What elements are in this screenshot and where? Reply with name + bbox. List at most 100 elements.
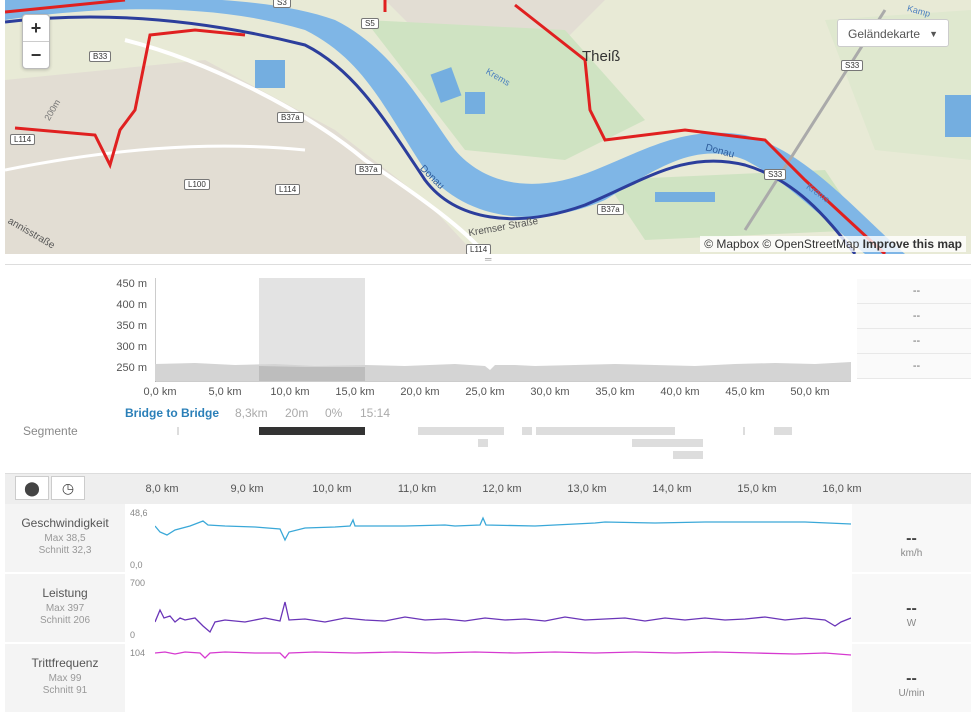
metric-value: -- [906,600,917,617]
road-shield: L100 [184,179,210,190]
axis-max: 48,6 [130,508,148,518]
x-tick-label: 5,0 km [208,386,242,398]
metric-avg: Schnitt 91 [42,685,88,696]
road-shield: S33 [764,169,787,180]
road-shield: S3 [273,0,291,8]
metric-value-box: -- U/min [852,644,971,712]
road-shield: B37a [355,164,382,175]
side-value: -- [857,329,971,354]
map-canvas [5,0,971,254]
zoom-out-button[interactable]: − [23,41,49,68]
zoom-in-button[interactable]: + [30,18,42,38]
distance-tick: 11,0 km [397,483,437,495]
route-map[interactable]: Theiß Krems Krems Donau Donau Kremser St… [5,0,971,254]
road-shield: S5 [361,18,379,29]
segment-highlight [259,278,365,381]
segment-name-link[interactable]: Bridge to Bridge [125,406,220,420]
distance-tick: 9,0 km [230,483,264,495]
y-tick-label: 300 m [116,341,147,353]
map-layer-select[interactable]: Geländekarte ▼ [837,19,949,47]
distance-tick: 12,0 km [482,483,522,495]
axis-min: 0,0 [130,560,143,570]
axis-max: 700 [130,578,146,588]
segment-bar-selected[interactable] [259,427,365,435]
distance-tick: 15,0 km [737,483,777,495]
metric-max: Max 38,5 [44,533,86,544]
segment-bar[interactable] [774,427,792,435]
distance-tick: 16,0 km [822,483,862,495]
segment-bar[interactable] [673,451,703,459]
metric-label-box: Trittfrequenz Max 99 Schnitt 91 [5,644,125,712]
y-tick-label: 350 m [116,320,147,332]
side-value: -- [857,354,971,379]
map-layer-label: Geländekarte [848,27,921,41]
segment-bar[interactable] [536,427,675,435]
metric-value: -- [906,670,917,687]
axis-max: 104 [130,648,146,658]
metric-avg: Schnitt 206 [39,615,91,626]
metric-row-speed: Geschwindigkeit Max 38,5 Schnitt 32,3 48… [5,504,971,572]
metric-value: -- [906,530,917,547]
drag-handle-icon: ═ [485,254,492,264]
y-tick-label: 450 m [116,278,147,290]
metric-unit: U/min [898,688,925,699]
metric-name: Trittfrequenz [31,656,99,670]
attribution-text: © Mapbox © OpenStreetMap [704,237,860,251]
metric-value-box: -- W [852,574,971,642]
x-tick-label: 25,0 km [465,386,505,398]
metric-label-box: Geschwindigkeit Max 38,5 Schnitt 32,3 [5,504,125,572]
distance-tick: 13,0 km [567,483,607,495]
x-tick-label: 0,0 km [143,386,177,398]
road-shield: L114 [10,134,36,145]
map-resize-handle[interactable]: ═ [5,254,971,265]
metric-max: Max 99 [48,673,82,684]
analysis-toolbar: ⬤ ◷ 8,0 km 9,0 km 10,0 km 11,0 km 12,0 k… [5,473,971,504]
x-tick-label: 20,0 km [400,386,440,398]
caret-down-icon: ▼ [929,29,938,39]
segment-bar[interactable] [177,427,179,435]
segment-bar[interactable] [522,427,532,435]
x-tick-label: 45,0 km [725,386,765,398]
metric-value-box: -- km/h [852,504,971,572]
distance-tick: 10,0 km [312,483,352,495]
x-tick-label: 50,0 km [790,386,830,398]
segment-elevation: 20m [285,406,309,420]
metric-name: Geschwindigkeit [21,516,109,530]
elevation-panel: 450 m 400 m 350 m 300 m 250 m 0,0 km 5,0… [5,264,971,464]
segment-bar[interactable] [418,427,504,435]
cadence-chart[interactable] [155,644,851,702]
x-tick-label: 10,0 km [270,386,310,398]
metric-row-cadence: Trittfrequenz Max 99 Schnitt 91 104 -- U… [5,644,971,712]
road-shield: S33 [841,60,864,71]
map-pin-button[interactable]: ⬤ [15,476,49,500]
road-shield: B33 [89,51,112,62]
y-tick-label: 250 m [116,362,147,374]
segment-bar[interactable] [743,427,745,435]
map-pin-icon: ⬤ [24,480,40,496]
road-shield: B37a [597,204,624,215]
distance-tick: 8,0 km [145,483,179,495]
side-value: -- [857,304,971,329]
metric-label-box: Leistung Max 397 Schnitt 206 [5,574,125,642]
segment-bar[interactable] [478,439,488,447]
clock-button[interactable]: ◷ [51,476,85,500]
place-label-theiss: Theiß [582,48,621,65]
segment-time: 15:14 [360,406,391,420]
metric-unit: W [906,618,917,629]
segments-label: Segmente [23,424,78,438]
improve-map-link[interactable]: Improve this map [862,237,962,251]
segment-distance: 8,3km [235,406,268,420]
elevation-chart[interactable] [155,278,851,382]
road-shield: B37a [277,112,304,123]
side-value: -- [857,279,971,304]
road-shield: L114 [466,244,492,254]
speed-chart[interactable] [155,504,851,572]
metric-row-power: Leistung Max 397 Schnitt 206 700 0 -- W [5,574,971,642]
x-tick-label: 15,0 km [335,386,375,398]
segment-bar[interactable] [632,439,703,447]
clock-icon: ◷ [61,480,75,496]
zoom-control: + − [22,14,50,69]
axis-min: 0 [130,630,136,640]
power-chart[interactable] [155,574,851,642]
x-tick-label: 40,0 km [660,386,700,398]
